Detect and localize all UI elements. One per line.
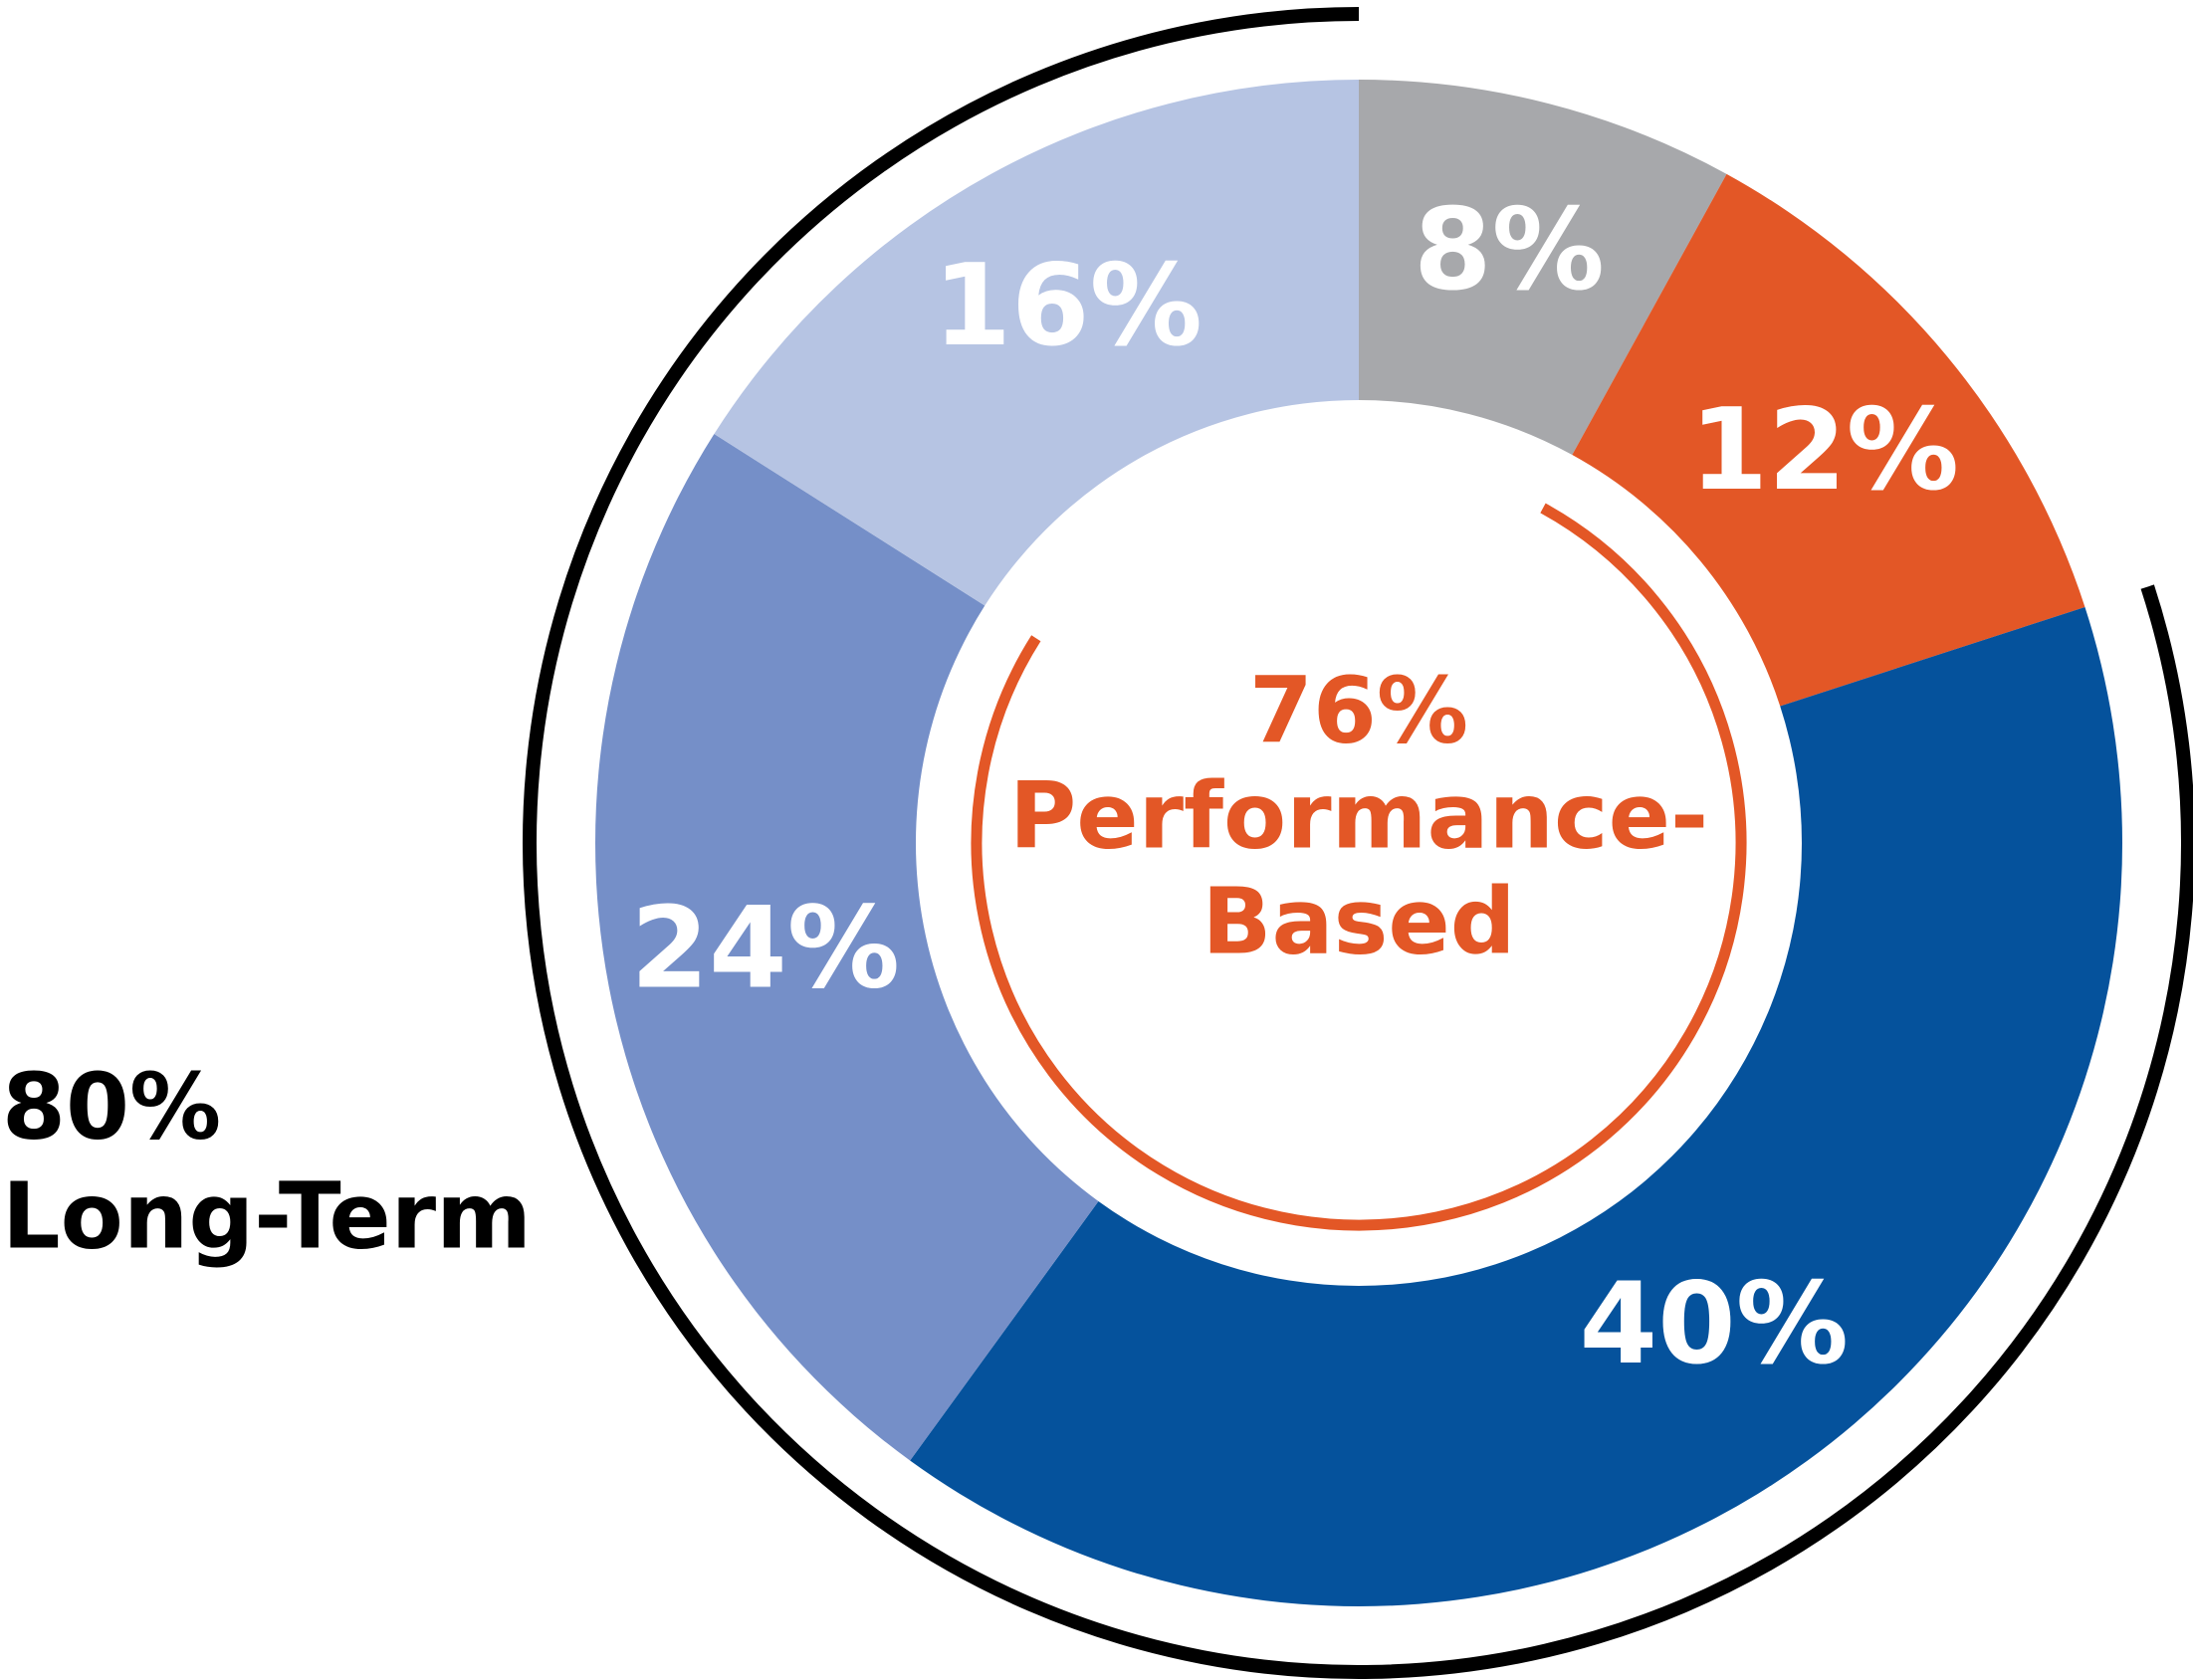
- value-label: 16%: [933, 240, 1202, 371]
- value-label: 8%: [1414, 184, 1605, 315]
- performance-label: Performance-: [1009, 762, 1708, 869]
- donut-segment: [1572, 173, 2085, 707]
- value-label: 24%: [631, 882, 900, 1013]
- donut-segment: [595, 434, 1099, 1461]
- long-term-value: 80%: [2, 1053, 221, 1159]
- donut-segment: [1359, 80, 1727, 456]
- bracket-arc: [971, 503, 1747, 1231]
- performance-label: Based: [1202, 868, 1515, 974]
- bracket-arc: [523, 7, 2193, 1679]
- donut-segment: [910, 606, 2123, 1606]
- performance-value: 76%: [1249, 657, 1468, 763]
- value-label: 12%: [1689, 384, 1958, 516]
- long-term-label: Long-Term: [2, 1162, 532, 1269]
- value-label: 40%: [1580, 1258, 1849, 1389]
- donut-segment: [714, 80, 1359, 606]
